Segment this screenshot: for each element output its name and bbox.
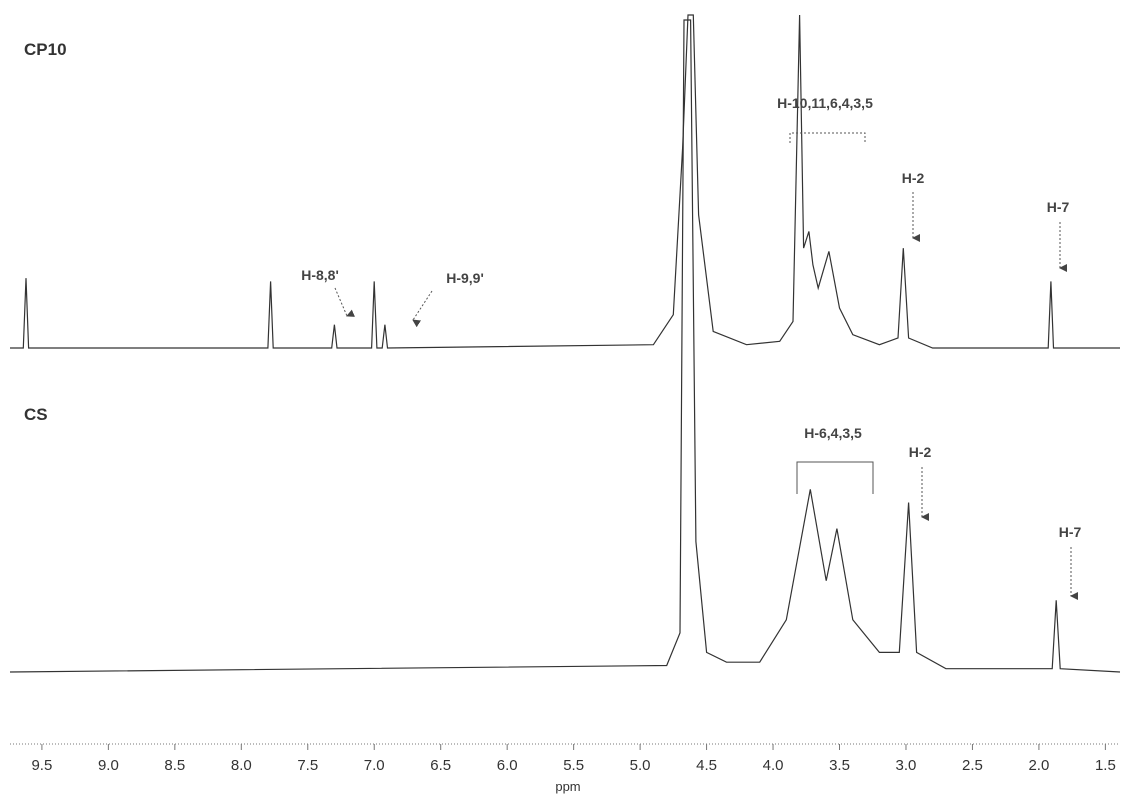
- x-axis-label: ppm: [555, 779, 580, 794]
- peak-label: H-7: [1047, 199, 1070, 215]
- spectrum: [10, 14, 1120, 349]
- peak-label: H-9,9': [446, 270, 484, 286]
- arrow: [412, 290, 433, 328]
- peak-label: H-8,8': [301, 267, 339, 283]
- peak-label: H-6,4,3,5: [804, 425, 862, 441]
- x-tick-label: 5.0: [630, 757, 651, 774]
- x-tick-label: 9.5: [31, 757, 52, 774]
- x-tick-label: 8.0: [231, 757, 252, 774]
- peak-label: H-2: [909, 444, 932, 460]
- x-tick-label: 7.0: [364, 757, 385, 774]
- spectrum: [9, 19, 1121, 673]
- bracket: [796, 461, 874, 494]
- peak-label: H-10,11,6,4,3,5: [777, 95, 873, 111]
- x-tick-label: 1.5: [1095, 757, 1116, 774]
- panel-title: CS: [24, 405, 48, 424]
- x-tick-label: 6.0: [497, 757, 518, 774]
- x-tick-label: 2.5: [962, 757, 983, 774]
- x-tick-label: 6.5: [430, 757, 451, 774]
- x-tick-label: 3.5: [829, 757, 850, 774]
- x-tick-label: 4.0: [763, 757, 784, 774]
- x-tick-label: 9.0: [98, 757, 119, 774]
- x-tick-label: 2.0: [1028, 757, 1049, 774]
- panel-title: CP10: [24, 40, 67, 59]
- x-tick-label: 7.5: [297, 757, 318, 774]
- bracket: [789, 132, 866, 143]
- x-tick-label: 5.5: [563, 757, 584, 774]
- x-tick-label: 4.5: [696, 757, 717, 774]
- x-tick-label: 3.0: [896, 757, 917, 774]
- peak-label: H-7: [1059, 524, 1082, 540]
- peak-label: H-2: [902, 170, 925, 186]
- x-tick-label: 8.5: [164, 757, 185, 774]
- arrow: [334, 287, 356, 317]
